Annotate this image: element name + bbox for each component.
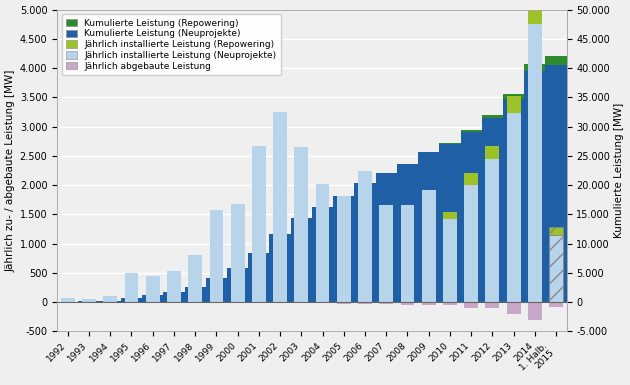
Bar bbox=[418, 152, 439, 302]
Bar bbox=[464, 302, 478, 308]
Bar bbox=[273, 112, 287, 302]
Bar bbox=[443, 302, 457, 305]
Bar bbox=[546, 65, 566, 302]
Bar bbox=[146, 276, 159, 302]
Bar bbox=[401, 204, 415, 302]
Bar bbox=[57, 301, 78, 302]
Bar bbox=[507, 95, 520, 113]
Bar bbox=[358, 171, 372, 302]
Bar bbox=[185, 287, 206, 302]
Bar bbox=[188, 255, 202, 302]
Bar bbox=[100, 301, 121, 302]
Bar bbox=[482, 115, 503, 118]
Bar bbox=[422, 190, 435, 302]
Bar bbox=[546, 56, 566, 65]
Bar bbox=[464, 173, 478, 185]
Bar bbox=[82, 299, 96, 302]
Bar bbox=[125, 273, 139, 302]
Bar bbox=[549, 235, 563, 302]
Bar bbox=[61, 298, 75, 302]
Bar bbox=[355, 183, 375, 302]
Bar bbox=[337, 302, 351, 304]
Bar bbox=[486, 159, 500, 302]
Bar bbox=[337, 196, 351, 302]
Bar bbox=[163, 292, 185, 302]
Bar bbox=[549, 302, 563, 307]
Bar bbox=[401, 302, 415, 305]
Bar bbox=[121, 298, 142, 302]
Bar bbox=[333, 196, 355, 302]
Bar bbox=[486, 146, 500, 159]
Bar bbox=[443, 219, 457, 302]
Bar bbox=[231, 204, 244, 302]
Bar bbox=[103, 296, 117, 302]
Bar bbox=[524, 71, 546, 302]
Bar bbox=[464, 185, 478, 302]
Bar bbox=[206, 278, 227, 302]
Bar bbox=[312, 207, 333, 302]
Bar bbox=[503, 99, 524, 302]
Bar bbox=[439, 144, 461, 302]
Bar bbox=[461, 131, 482, 132]
Bar bbox=[290, 218, 312, 302]
Bar bbox=[422, 302, 435, 305]
Legend: Kumulierte Leistung (Repowering), Kumulierte Leistung (Neuprojekte), Jährlich in: Kumulierte Leistung (Repowering), Kumuli… bbox=[62, 14, 281, 75]
Bar bbox=[358, 302, 372, 304]
Bar bbox=[294, 147, 308, 302]
Bar bbox=[524, 64, 546, 71]
Bar bbox=[443, 212, 457, 219]
Bar bbox=[210, 210, 223, 302]
Bar bbox=[507, 302, 520, 314]
Bar bbox=[252, 146, 266, 302]
Bar bbox=[503, 94, 524, 99]
Bar bbox=[379, 204, 393, 302]
Bar bbox=[142, 295, 163, 302]
Bar bbox=[379, 302, 393, 304]
Bar bbox=[397, 164, 418, 302]
Bar bbox=[528, 24, 542, 302]
Bar bbox=[316, 184, 329, 302]
Bar bbox=[439, 143, 461, 144]
Bar bbox=[78, 301, 100, 302]
Bar bbox=[507, 113, 520, 302]
Bar bbox=[486, 302, 500, 308]
Bar bbox=[270, 234, 290, 302]
Y-axis label: Kumulierte Leistung [MW]: Kumulierte Leistung [MW] bbox=[614, 103, 624, 238]
Bar bbox=[482, 118, 503, 302]
Bar bbox=[375, 173, 397, 302]
Bar bbox=[248, 253, 270, 302]
Bar bbox=[461, 132, 482, 302]
Bar bbox=[167, 271, 181, 302]
Bar bbox=[528, 302, 542, 320]
Y-axis label: Jährlich zu- / abgebaute Leistung [MW]: Jährlich zu- / abgebaute Leistung [MW] bbox=[6, 69, 16, 271]
Bar bbox=[227, 268, 248, 302]
Bar bbox=[549, 227, 563, 235]
Bar bbox=[528, 0, 542, 24]
